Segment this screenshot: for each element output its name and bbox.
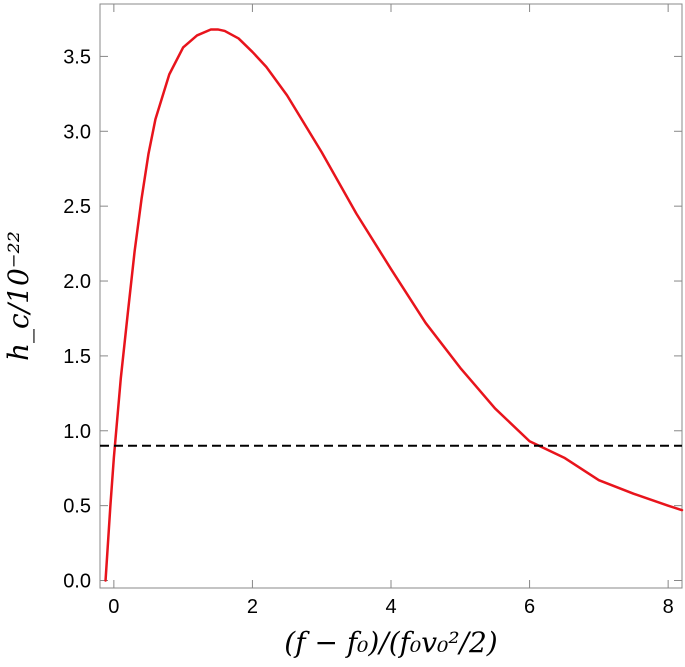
x-tick-label: 4 — [385, 596, 396, 618]
x-tick-label: 8 — [663, 596, 674, 618]
y-tick-label: 3.0 — [63, 121, 91, 143]
y-tick-label: 1.5 — [63, 346, 91, 368]
y-tick-label: 2.5 — [63, 196, 91, 218]
y-tick-label: 0.0 — [63, 571, 91, 593]
y-axis-label: h_c/10⁻²² — [2, 231, 35, 361]
signal-curve — [104, 28, 684, 582]
x-tick-label: 6 — [524, 596, 535, 618]
x-tick-label: 2 — [247, 596, 258, 618]
y-tick-label: 1.0 — [63, 421, 91, 443]
y-tick-label: 0.5 — [63, 496, 91, 518]
y-tick-label: 2.0 — [63, 271, 91, 293]
x-tick-label: 0 — [108, 596, 119, 618]
y-tick-label: 3.5 — [63, 46, 91, 68]
x-axis-label: (f − f₀)/(f₀v₀²/2) — [284, 626, 497, 659]
plot-frame — [99, 3, 683, 589]
series-layer — [100, 28, 684, 582]
y-axis-ticks: 0.0 0.5 1.0 1.5 2.0 2.5 3.0 3.5 — [63, 46, 682, 593]
x-axis-ticks: 0 2 4 6 8 — [108, 4, 674, 618]
